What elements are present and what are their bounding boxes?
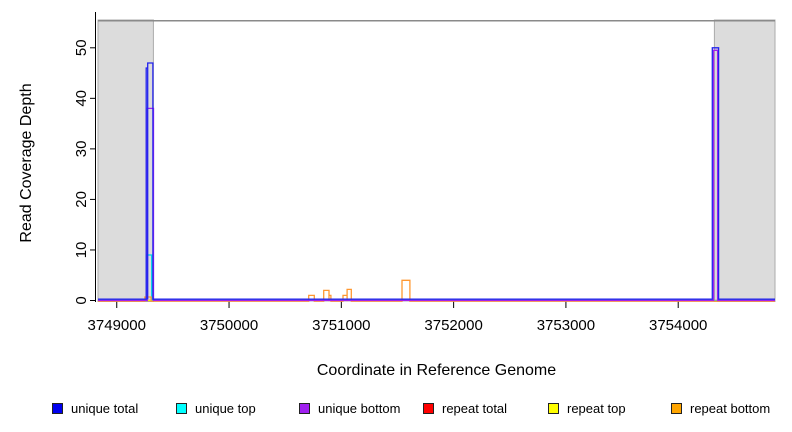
shaded-region-masked-left	[97, 19, 154, 302]
y-tick-label: 0	[73, 296, 90, 304]
legend-item-repeat-top: repeat top	[548, 399, 626, 417]
x-axis-label: Coordinate in Reference Genome	[316, 362, 557, 379]
x-tick-label: 3749000	[88, 317, 146, 334]
legend-item-unique-total: unique total	[52, 399, 138, 417]
series-line-unique-top	[98, 254, 775, 302]
legend-label: unique top	[195, 400, 256, 416]
coverage-plot: 0 10 20 30 40 50 3749000 3750000 3751000 3752000 3…	[73, 12, 776, 334]
x-tick-label: 3754000	[649, 317, 707, 334]
legend-swatch-unique-bottom	[299, 402, 310, 414]
legend-swatch-repeat-top	[548, 402, 559, 414]
legend-item-repeat-bottom: repeat bottom	[671, 399, 770, 417]
legend: unique total unique top unique bottom re…	[0, 399, 792, 419]
x-tick-label: 3752000	[424, 317, 482, 334]
legend-swatch-unique-top	[176, 402, 187, 414]
series-line-unique-total	[98, 47, 775, 300]
legend-item-unique-top: unique top	[176, 399, 256, 417]
shaded-region-masked-right	[713, 19, 776, 302]
y-tick-label: 50	[73, 39, 90, 56]
x-tick-label: 3753000	[537, 317, 595, 334]
x-tick-label: 3751000	[312, 317, 370, 334]
legend-swatch-repeat-total	[423, 402, 434, 414]
legend-label: repeat total	[442, 400, 508, 416]
legend-label: repeat top	[567, 400, 626, 416]
legend-label: unique total	[71, 400, 139, 416]
x-tick-label: 3750000	[200, 317, 258, 334]
legend-item-repeat-total: repeat total	[423, 399, 507, 417]
legend-item-unique-bottom: unique bottom	[299, 399, 400, 417]
y-tick-label: 40	[73, 90, 90, 107]
series-line-unique-bottom	[98, 49, 775, 302]
legend-swatch-repeat-bottom	[671, 402, 682, 414]
legend-swatch-unique-total	[52, 402, 63, 414]
y-tick-label: 20	[73, 191, 90, 208]
series-line-repeat-bottom	[98, 279, 775, 302]
legend-label: unique bottom	[318, 400, 401, 416]
y-axis-label-text: Read Coverage Depth	[18, 83, 35, 243]
legend-label: repeat bottom	[690, 400, 771, 416]
y-tick-label: 30	[73, 141, 90, 158]
y-tick-label: 10	[73, 242, 90, 259]
